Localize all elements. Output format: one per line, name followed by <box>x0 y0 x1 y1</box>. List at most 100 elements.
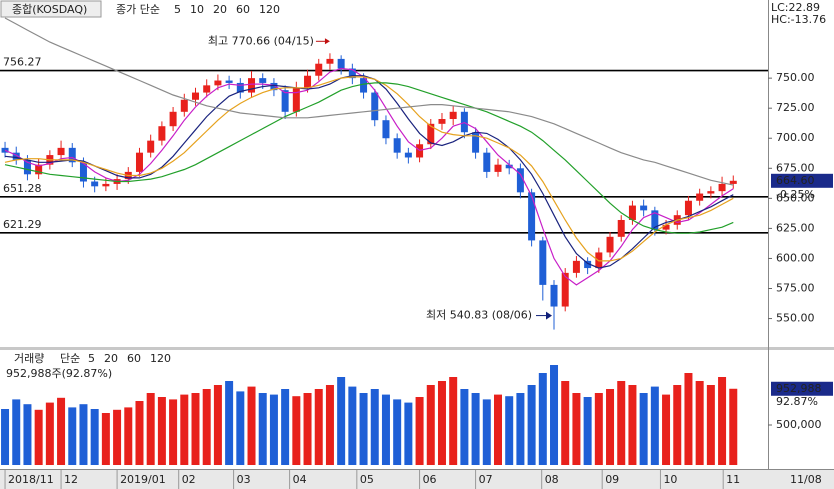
x-tick-label: 09 <box>605 473 619 486</box>
candle-body <box>337 58 345 69</box>
x-tick-label: 2018/11 <box>8 473 54 486</box>
volume-bar <box>538 373 547 465</box>
candle-body <box>684 200 692 216</box>
x-tick-label: 06 <box>423 473 437 486</box>
volume-bar <box>606 389 615 465</box>
candle-body <box>214 80 222 86</box>
volume-bar <box>706 385 715 465</box>
volume-bar <box>482 399 491 465</box>
candle-body <box>438 119 446 124</box>
y-tick-label: 625.00 <box>776 221 815 234</box>
volume-bar <box>516 393 525 465</box>
volume-bar <box>437 381 446 465</box>
volume-bar <box>314 389 323 465</box>
candle-body <box>561 272 569 307</box>
legend-entry: 5 <box>88 352 95 365</box>
candle-body <box>35 164 43 175</box>
candle-body <box>23 159 31 175</box>
volume-bar <box>90 409 99 465</box>
candle-body <box>304 75 312 88</box>
candle-body <box>617 219 625 237</box>
volume-bar <box>337 377 346 465</box>
volume-bar <box>404 402 413 465</box>
candle-body <box>606 236 614 253</box>
volume-bar <box>23 404 32 465</box>
y-tick-label: 500,000 <box>776 418 822 431</box>
candle-body <box>472 132 480 153</box>
legend-entry: 60 <box>127 352 141 365</box>
candle-body <box>393 138 401 153</box>
indicator: HC:-13.76 <box>771 13 826 26</box>
volume-bar <box>247 386 256 465</box>
volume-bar <box>236 391 245 465</box>
candle-body <box>371 92 379 121</box>
candle-body <box>651 210 659 230</box>
volume-bar <box>617 381 626 465</box>
candle-body <box>516 168 524 193</box>
legend-label: 종가 단순 <box>116 3 160 16</box>
x-tick-label: 11 <box>726 473 740 486</box>
volume-bar <box>359 393 368 465</box>
candle-body <box>505 164 513 169</box>
volume-ratio: 92.87% <box>776 395 818 408</box>
candle-body <box>449 111 457 120</box>
candle-body <box>483 152 491 172</box>
candle-body <box>192 92 200 100</box>
candle-body <box>169 111 177 127</box>
change: -0.25% <box>776 188 815 201</box>
candle-body <box>158 126 166 141</box>
x-tick-label: 08 <box>545 473 559 486</box>
x-tick-label: 10 <box>663 473 677 486</box>
last-price-box <box>771 173 833 188</box>
last-price: 664.60 <box>776 174 815 187</box>
annotation: 최고 770.66 (04/15) <box>208 34 314 47</box>
volume-bar <box>460 389 469 465</box>
current-date: 11/08 <box>790 473 822 486</box>
candle-body <box>292 87 300 112</box>
date-axis-bg <box>0 470 834 489</box>
volume-bar <box>202 389 211 465</box>
candle-body <box>572 260 580 273</box>
volume-bar <box>550 365 559 465</box>
volume-bar <box>113 409 122 465</box>
candle-body <box>360 78 368 93</box>
volume-bar <box>79 404 88 465</box>
candle-body <box>696 193 704 201</box>
legend-entry: 60 <box>236 3 250 16</box>
candle-body <box>281 90 289 112</box>
candle-body <box>404 152 412 158</box>
annotation: 최저 540.83 (08/06) <box>426 309 532 322</box>
volume-bar <box>169 399 178 465</box>
x-tick-label: 07 <box>479 473 493 486</box>
level-label: 621.29 <box>3 218 42 231</box>
volume-bar <box>415 397 424 465</box>
volume-bar <box>213 385 222 465</box>
candle-body <box>539 240 547 285</box>
x-tick-label: 2019/01 <box>120 473 166 486</box>
legend-entry: 20 <box>104 352 118 365</box>
chart-title: 종합(KOSDAQ) <box>12 3 87 16</box>
volume-bar <box>157 397 166 465</box>
candle-body <box>135 152 143 172</box>
candle-body <box>640 205 648 211</box>
volume-bar <box>135 401 144 465</box>
candle-body <box>102 183 110 187</box>
volume-bar <box>180 394 189 465</box>
indicator: LC:22.89 <box>771 1 820 14</box>
x-tick-label: 02 <box>182 473 196 486</box>
volume-bar <box>325 385 334 465</box>
volume-bar <box>572 393 581 465</box>
last-volume: 952,988 <box>776 382 822 395</box>
volume-bar <box>381 394 390 465</box>
candle-body <box>225 80 233 83</box>
y-tick-label: 675.00 <box>776 161 815 174</box>
legend-entry: 120 <box>259 3 280 16</box>
level-label: 651.28 <box>3 182 42 195</box>
volume-bar <box>292 396 301 465</box>
candle-body <box>259 78 267 83</box>
volume-bar <box>191 393 200 465</box>
candle-body <box>707 191 715 194</box>
legend-label: 단순 <box>60 352 80 365</box>
candle-body <box>147 140 155 153</box>
